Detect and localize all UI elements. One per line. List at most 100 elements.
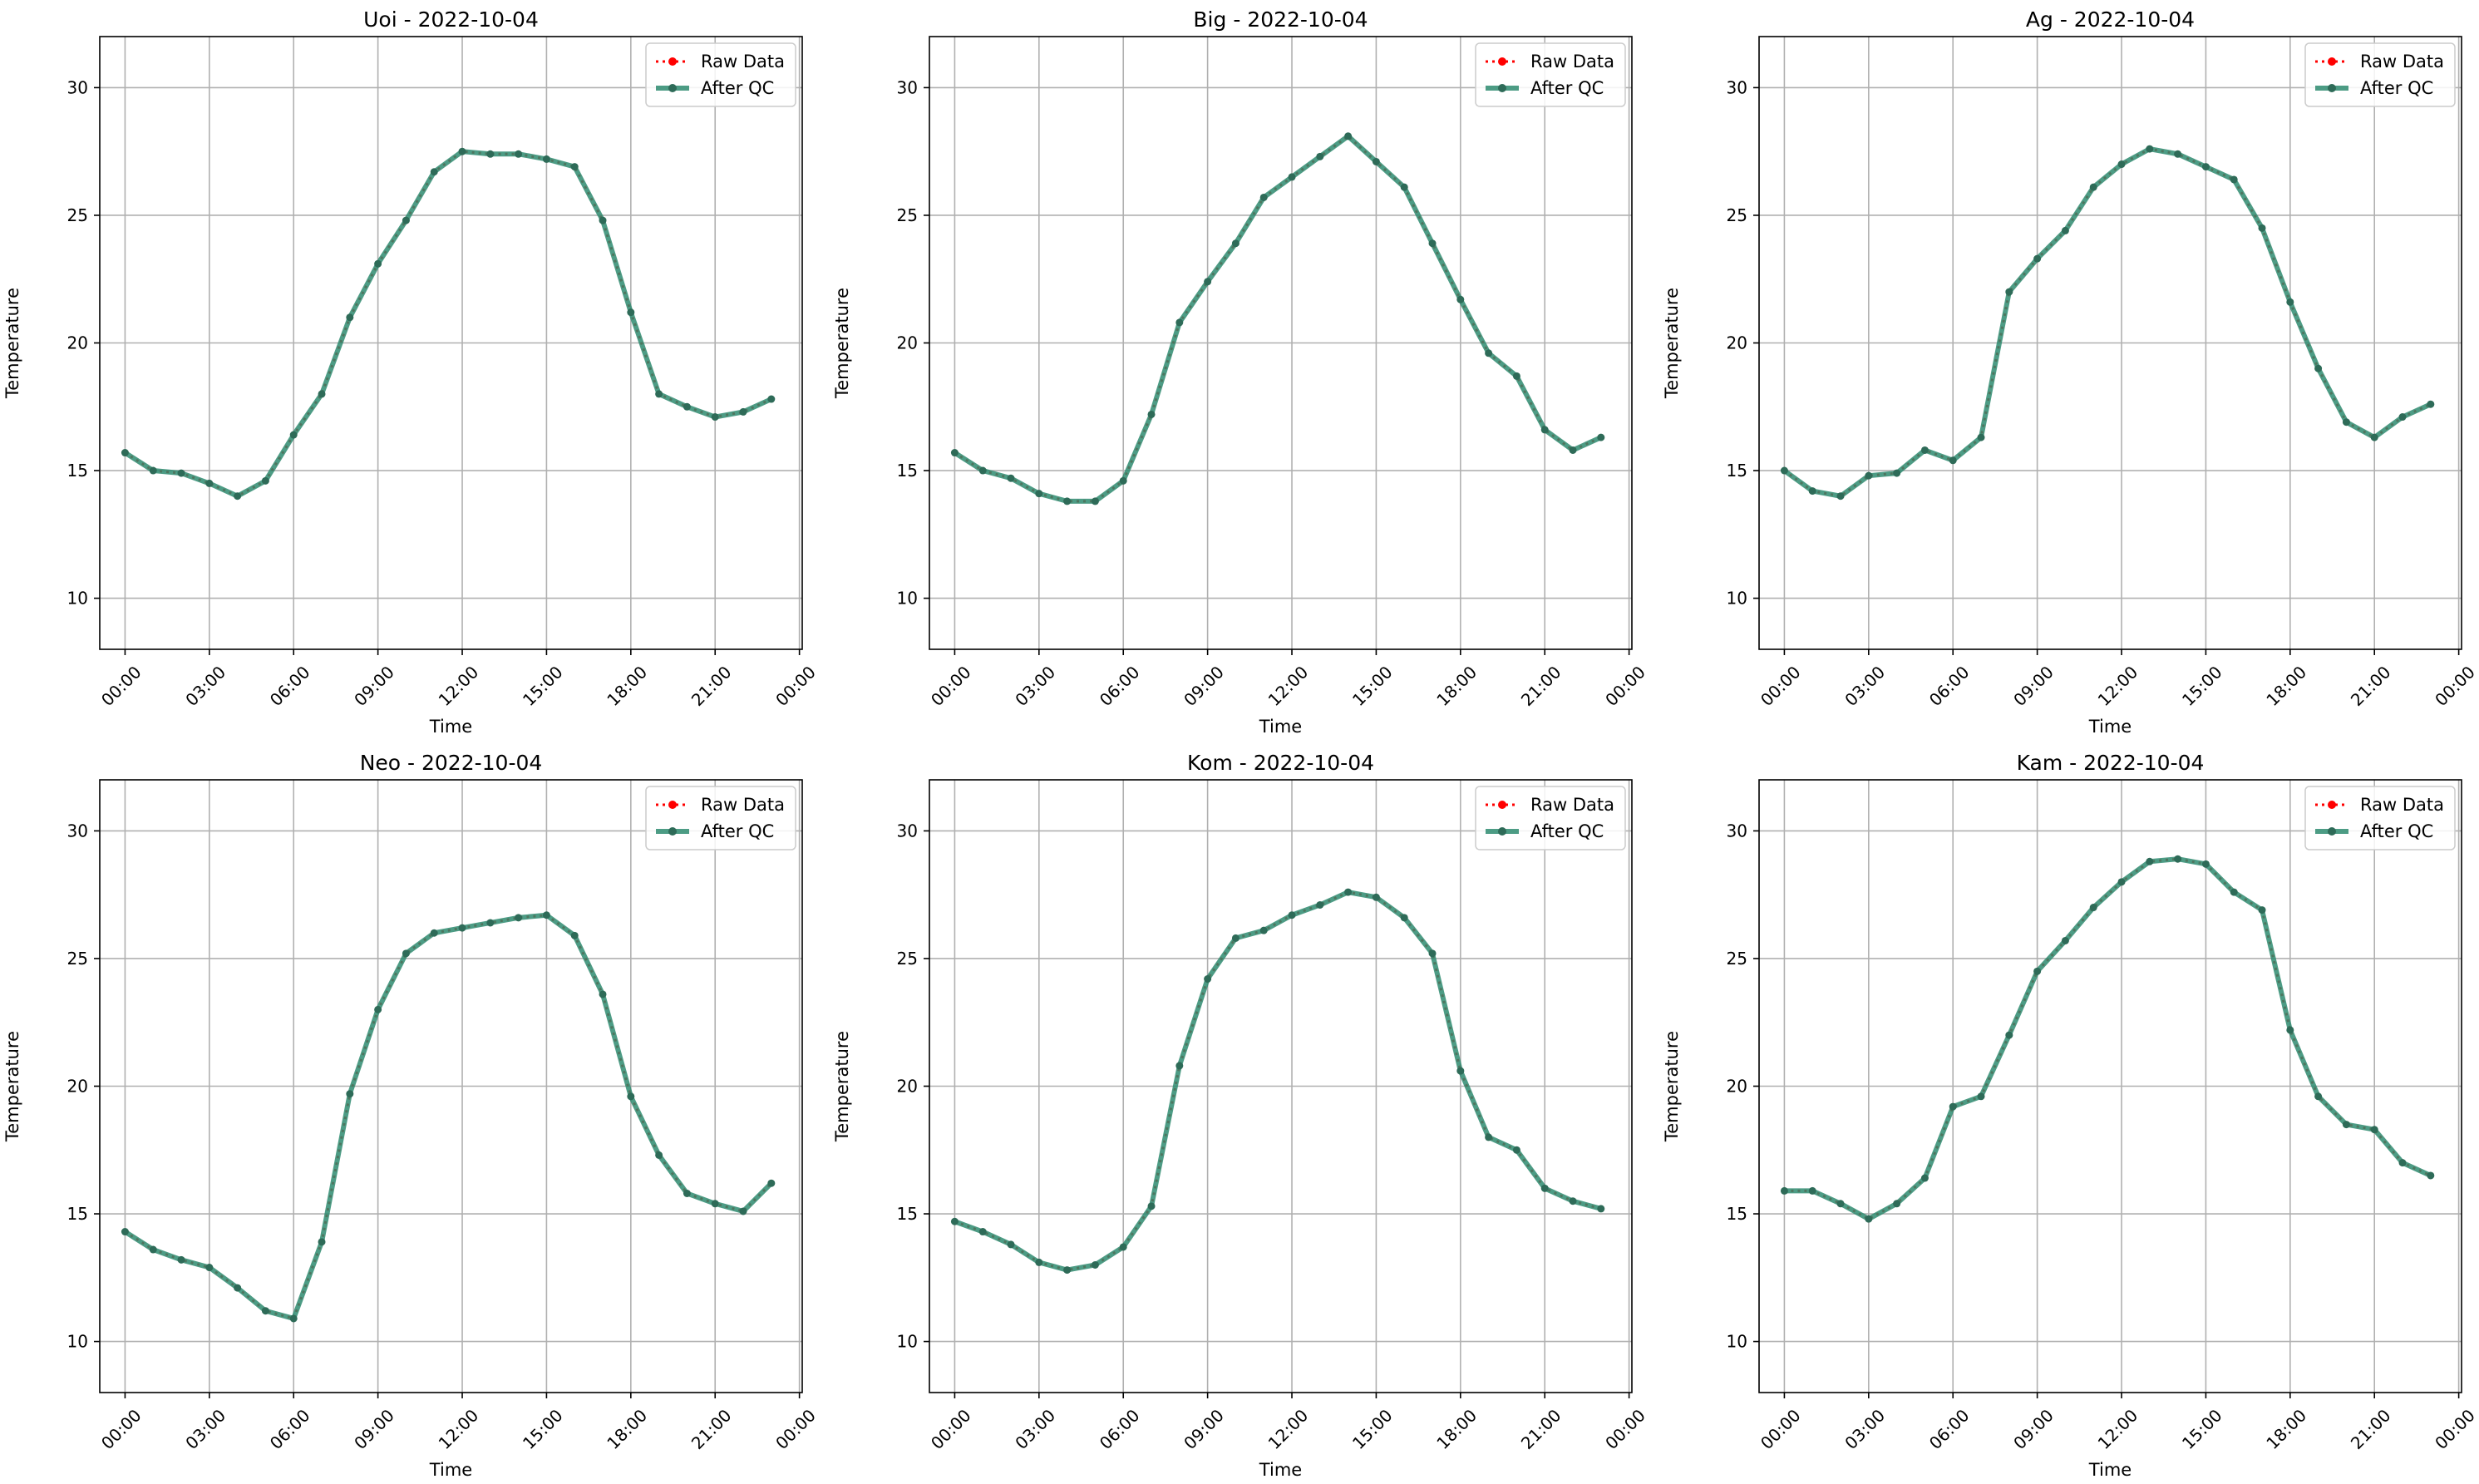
after-qc-point <box>711 413 719 422</box>
x-tick-label: 00:00 <box>1601 662 1649 710</box>
y-tick-label: 15 <box>67 1204 88 1224</box>
chart-title: Kam - 2022-10-04 <box>2017 751 2205 775</box>
y-tick-label: 15 <box>67 461 88 481</box>
after-qc-point <box>1344 888 1353 896</box>
after-qc-point <box>1035 490 1043 498</box>
after-qc-point <box>2146 145 2154 153</box>
after-qc-point <box>234 492 242 500</box>
after-qc-point <box>205 1264 214 1272</box>
after-qc-point <box>2258 906 2266 915</box>
after-qc-point <box>1428 949 1437 958</box>
y-tick-label: 30 <box>1727 821 1747 841</box>
x-tick-label: 15:00 <box>519 662 567 710</box>
x-tick-label: 15:00 <box>2178 1405 2226 1453</box>
after-qc-point <box>2033 967 2042 975</box>
after-qc-point <box>1949 1102 1957 1111</box>
after-qc-point <box>2427 1171 2435 1180</box>
legend-qc-label: After QC <box>1530 821 1604 841</box>
legend-raw-label: Raw Data <box>701 52 785 71</box>
x-tick-label: 03:00 <box>1841 1405 1889 1453</box>
chart-title: Uoi - 2022-10-04 <box>363 7 539 32</box>
after-qc-point <box>289 431 298 439</box>
after-qc-point <box>1063 497 1072 505</box>
after-qc-point <box>430 929 438 937</box>
chart-title: Ag - 2022-10-04 <box>2026 7 2195 32</box>
x-axis-label: Time <box>429 1460 472 1480</box>
after-qc-point <box>2314 1092 2323 1101</box>
legend-qc-label: After QC <box>701 78 774 98</box>
after-qc-line <box>954 890 1602 1273</box>
after-qc-point <box>2230 888 2238 896</box>
y-tick-label: 30 <box>897 821 918 841</box>
after-qc-point <box>1865 471 1873 480</box>
after-qc-point <box>1456 295 1465 303</box>
after-qc-point <box>627 308 635 317</box>
after-qc-point <box>1512 1146 1520 1154</box>
x-tick-label: 00:00 <box>771 1405 820 1453</box>
after-qc-point <box>1259 926 1268 934</box>
chart-panel: 00:00 03:00 06:00 09:00 12:00 15:00 18:00 21:00… <box>1662 7 2479 737</box>
after-qc-point <box>1007 1240 1015 1249</box>
after-qc-point <box>2370 1126 2378 1134</box>
x-tick-label: 03:00 <box>181 662 229 710</box>
after-qc-point <box>767 395 776 403</box>
x-tick-label: 00:00 <box>927 1405 975 1453</box>
after-qc-point <box>1540 426 1549 434</box>
after-qc-point <box>1316 152 1324 160</box>
y-axis-label: Temperature <box>1662 1031 1682 1142</box>
legend-qc-marker <box>668 827 677 836</box>
after-qc-point <box>261 476 269 485</box>
after-qc-point <box>346 313 354 322</box>
after-qc-point <box>402 949 410 958</box>
x-tick-label: 00:00 <box>2431 1405 2479 1453</box>
after-qc-point <box>1147 1202 1156 1210</box>
chart-panel: 00:00 03:00 06:00 09:00 12:00 15:00 18:00 21:00… <box>832 7 1649 737</box>
y-axis-label: Temperature <box>1662 288 1682 399</box>
y-tick-label: 20 <box>67 333 88 353</box>
after-qc-point <box>2427 400 2435 408</box>
legend-qc-marker <box>1498 827 1506 836</box>
legend-raw-label: Raw Data <box>1530 795 1614 815</box>
y-tick-label: 10 <box>897 1332 918 1352</box>
after-qc-point <box>2005 288 2013 296</box>
y-tick-label: 20 <box>67 1077 88 1097</box>
after-qc-point <box>458 924 466 932</box>
y-tick-label: 30 <box>1727 77 1747 97</box>
x-tick-label: 18:00 <box>2262 662 2310 710</box>
legend-raw-marker <box>668 57 677 66</box>
y-tick-label: 10 <box>1727 1332 1747 1352</box>
after-qc-line <box>1782 146 2432 499</box>
x-tick-label: 06:00 <box>266 662 314 710</box>
x-tick-label: 12:00 <box>2094 662 2142 710</box>
legend-raw-marker <box>1498 57 1506 66</box>
after-qc-point <box>1428 239 1437 248</box>
after-qc-point <box>1977 433 1985 441</box>
after-qc-point <box>1780 1186 1788 1195</box>
after-qc-point <box>1091 1260 1099 1269</box>
after-qc-point <box>655 1151 663 1159</box>
y-tick-label: 15 <box>897 461 918 481</box>
x-tick-label: 12:00 <box>435 662 483 710</box>
x-tick-label: 12:00 <box>2094 1405 2142 1453</box>
after-qc-point <box>2314 364 2323 372</box>
after-qc-point <box>1893 1200 1901 1208</box>
after-qc-point <box>2117 878 2126 886</box>
after-qc-point <box>402 216 410 224</box>
x-tick-label: 15:00 <box>519 1405 567 1453</box>
legend-raw-label: Raw Data <box>701 795 785 815</box>
after-qc-point <box>234 1284 242 1292</box>
after-qc-point <box>1920 446 1929 454</box>
legend-raw-marker <box>1498 801 1506 809</box>
after-qc-point <box>1231 934 1240 942</box>
after-qc-point <box>599 216 607 224</box>
y-tick-label: 30 <box>67 77 88 97</box>
after-qc-point <box>739 1207 747 1215</box>
x-tick-label: 00:00 <box>771 662 820 710</box>
x-tick-label: 06:00 <box>1096 662 1144 710</box>
x-tick-label: 18:00 <box>1432 1405 1481 1453</box>
legend: Raw Data After QC <box>1475 786 1626 850</box>
after-qc-point <box>1259 193 1268 201</box>
legend-raw-label: Raw Data <box>1530 52 1614 71</box>
after-qc-point <box>121 449 129 457</box>
after-qc-point <box>2398 413 2407 422</box>
